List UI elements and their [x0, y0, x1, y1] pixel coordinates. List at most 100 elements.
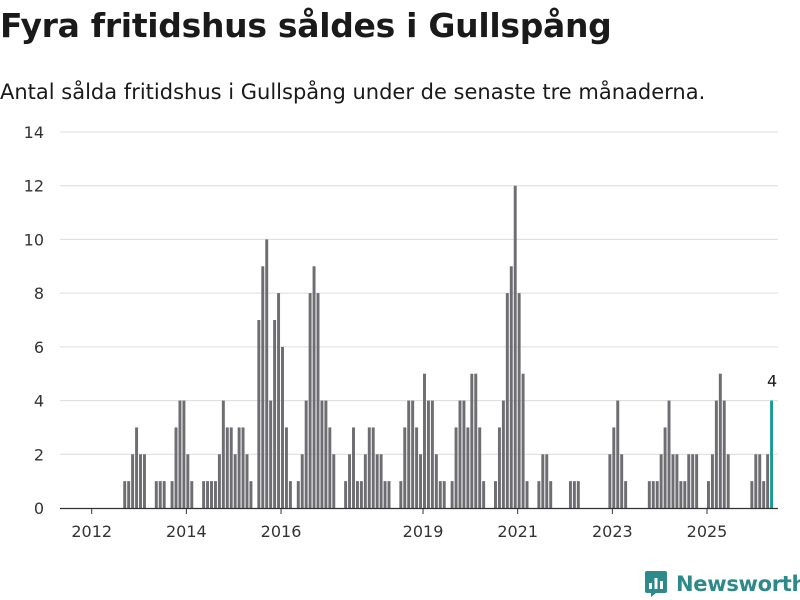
bar-highlight	[770, 400, 774, 508]
bar	[261, 266, 265, 508]
bar	[304, 400, 308, 508]
bar	[135, 427, 139, 508]
bar	[434, 454, 438, 508]
bar	[403, 427, 407, 508]
bar	[308, 293, 312, 508]
bar	[332, 454, 336, 508]
bar	[355, 481, 359, 508]
bar	[671, 454, 675, 508]
bar	[568, 481, 572, 508]
y-tick-label: 0	[34, 499, 44, 518]
bar	[667, 400, 671, 508]
bar	[616, 400, 620, 508]
bar	[316, 293, 320, 508]
x-tick-label: 2021	[497, 522, 538, 541]
x-tick-label: 2025	[687, 522, 728, 541]
bar	[679, 481, 683, 508]
bar	[683, 481, 687, 508]
bar	[162, 481, 166, 508]
bar	[202, 481, 206, 508]
bar	[497, 427, 501, 508]
bar	[549, 481, 553, 508]
bar	[576, 481, 580, 508]
bar	[245, 454, 249, 508]
x-tick-label: 2012	[71, 522, 112, 541]
y-tick-label: 8	[34, 284, 44, 303]
bar	[525, 481, 529, 508]
bar	[217, 454, 221, 508]
bar	[537, 481, 541, 508]
bar	[501, 400, 505, 508]
bar	[352, 427, 355, 508]
x-tick-label: 2014	[166, 522, 207, 541]
bar	[213, 481, 217, 508]
bar	[300, 454, 304, 508]
bar	[142, 454, 146, 508]
bar	[442, 481, 446, 508]
bar	[663, 427, 667, 508]
bar	[387, 481, 391, 508]
bar	[758, 454, 762, 508]
bar	[407, 400, 411, 508]
bar	[288, 481, 292, 508]
newsworthy-logo-icon	[645, 571, 667, 597]
bar	[722, 400, 726, 508]
bar	[454, 427, 458, 508]
bar	[687, 454, 691, 508]
bar	[344, 481, 348, 508]
bar	[438, 481, 442, 508]
bar	[363, 454, 367, 508]
bar	[249, 481, 253, 508]
bar	[620, 454, 624, 508]
bar	[691, 454, 695, 508]
bar	[170, 481, 174, 508]
bar	[509, 266, 513, 508]
bar	[190, 481, 194, 508]
bar	[284, 427, 288, 508]
bar	[458, 400, 462, 508]
bar	[182, 400, 186, 508]
bar	[426, 400, 430, 508]
bar	[221, 400, 225, 508]
bar	[273, 320, 277, 508]
bar	[371, 427, 375, 508]
bar	[695, 454, 699, 508]
y-tick-label: 14	[24, 123, 44, 142]
bar	[513, 185, 517, 508]
bar	[505, 293, 509, 508]
bar	[359, 481, 363, 508]
bar	[478, 427, 482, 508]
bar	[139, 454, 142, 508]
brand-name: Newsworthy	[676, 572, 800, 596]
bar	[281, 346, 284, 508]
bar	[541, 454, 545, 508]
bar	[726, 454, 730, 508]
bar	[233, 454, 237, 508]
bar	[750, 481, 754, 508]
chart-subtitle: Antal sålda fritidshus i Gullspång under…	[0, 80, 706, 104]
bar	[659, 454, 663, 508]
bar	[675, 454, 679, 508]
bar	[210, 481, 213, 508]
bar	[474, 373, 478, 508]
bar	[367, 427, 371, 508]
bar	[651, 481, 655, 508]
bar	[399, 481, 403, 508]
bar	[572, 481, 576, 508]
bar	[229, 427, 233, 508]
bar	[383, 481, 387, 508]
chart-title: Fyra fritidshus såldes i Gullspång	[0, 6, 612, 45]
bar	[127, 481, 131, 508]
bar	[265, 239, 269, 508]
bar	[430, 400, 434, 508]
bar	[655, 481, 659, 508]
bar	[154, 481, 158, 508]
bar	[257, 320, 261, 508]
bar	[379, 454, 383, 508]
y-tick-label: 6	[34, 338, 44, 357]
y-tick-label: 12	[24, 177, 44, 196]
bar	[718, 373, 722, 508]
bar	[411, 400, 415, 508]
y-tick-label: 10	[24, 230, 44, 249]
